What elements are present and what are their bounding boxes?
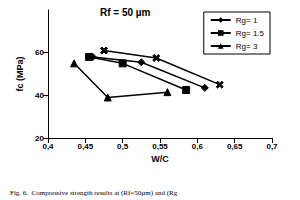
svg-text:0,45: 0,45 (78, 142, 94, 151)
svg-text:Rg= 3: Rg= 3 (236, 42, 258, 51)
svg-text:0,7: 0,7 (266, 142, 278, 151)
svg-text:0,65: 0,65 (227, 142, 243, 151)
svg-text:0,6: 0,6 (192, 142, 204, 151)
svg-text:60: 60 (35, 48, 44, 57)
svg-text:20: 20 (35, 133, 44, 143)
svg-text:Rg= 1: Rg= 1 (236, 16, 258, 25)
svg-text:0,4: 0,4 (42, 142, 54, 151)
svg-text:0,55: 0,55 (152, 142, 168, 151)
svg-text:W/C: W/C (151, 154, 169, 164)
svg-text:Fig. 6. Compressive strength: Fig. 6. Compressive strength results at … (10, 189, 178, 197)
svg-text:Rg= 1.5: Rg= 1.5 (236, 29, 265, 38)
svg-text:0,5: 0,5 (117, 142, 129, 151)
svg-text:fc (MPa): fc (MPa) (15, 56, 25, 91)
svg-text:Rf = 50 µm: Rf = 50 µm (100, 7, 151, 18)
svg-text:40: 40 (35, 91, 44, 100)
